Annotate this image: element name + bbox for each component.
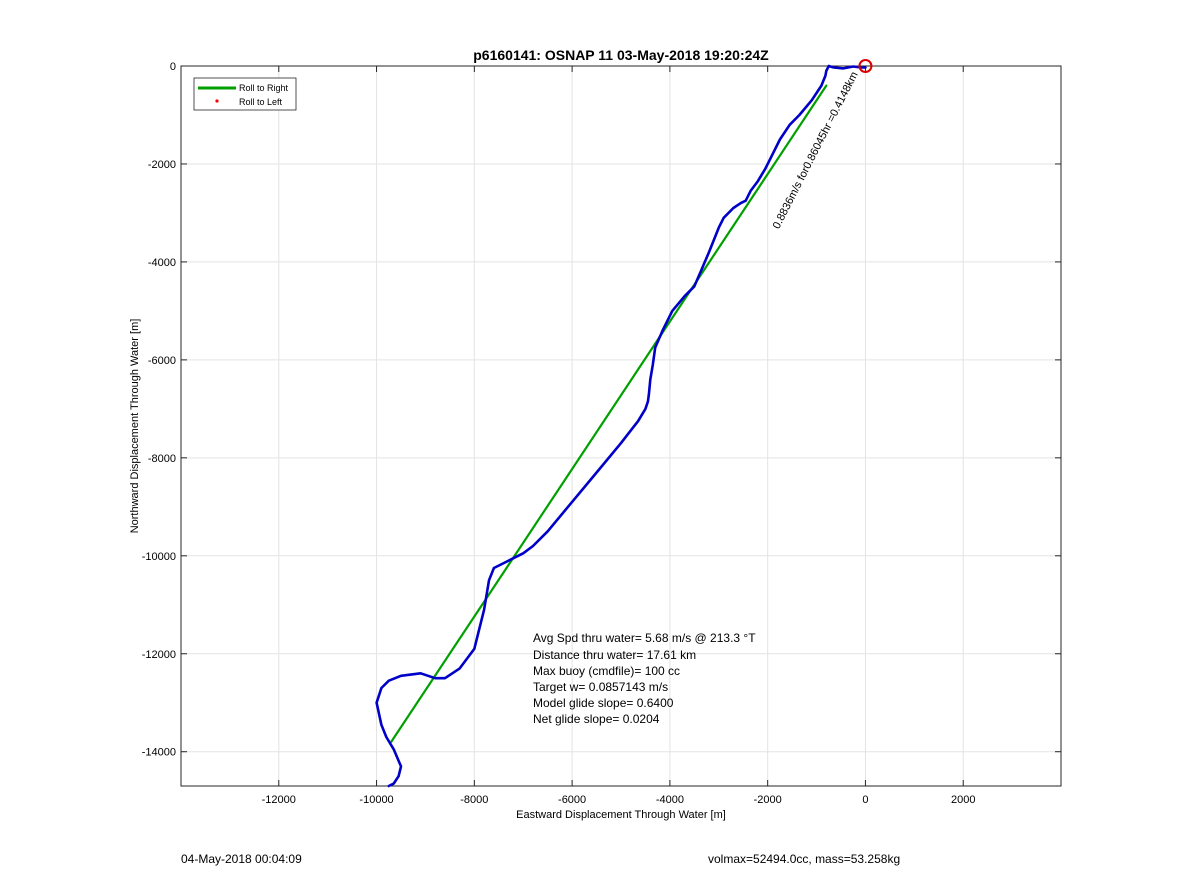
stat-model-glide: Model glide slope= 0.6400 bbox=[533, 696, 674, 710]
marker-group bbox=[858, 59, 873, 73]
footer-date: 04-May-2018 00:04:09 bbox=[181, 852, 302, 866]
x-tick-label: -2000 bbox=[754, 794, 782, 806]
chart-title: p6160141: OSNAP 11 03-May-2018 19:20:24Z bbox=[473, 47, 769, 63]
stat-max-buoy: Max buoy (cmdfile)= 100 cc bbox=[533, 664, 680, 678]
series-track-line bbox=[375, 64, 867, 788]
legend-label-roll-left: Roll to Left bbox=[239, 97, 283, 107]
x-tick-label: 2000 bbox=[951, 794, 975, 806]
stat-avg-speed: Avg Spd thru water= 5.68 m/s @ 213.3 °T bbox=[533, 631, 756, 645]
y-tick-label: -2000 bbox=[148, 159, 176, 171]
stats-annotation: Avg Spd thru water= 5.68 m/s @ 213.3 °T … bbox=[533, 631, 756, 726]
series-group bbox=[375, 64, 867, 788]
x-tick-label: -8000 bbox=[460, 794, 488, 806]
footer-volmax: volmax=52494.0cc, mass=53.258kg bbox=[708, 852, 901, 866]
stat-net-glide: Net glide slope= 0.0204 bbox=[533, 712, 660, 726]
x-tick-label: -12000 bbox=[262, 794, 296, 806]
x-tick-label: -6000 bbox=[558, 794, 586, 806]
legend: Roll to Right Roll to Left bbox=[193, 77, 297, 111]
stat-target-w: Target w= 0.0857143 m/s bbox=[533, 680, 668, 694]
y-axis-label: Northward Displacement Through Water [m] bbox=[129, 319, 141, 534]
x-axis-label: Eastward Displacement Through Water [m] bbox=[516, 809, 726, 821]
y-tick-label: -10000 bbox=[142, 551, 176, 563]
plot-area bbox=[180, 65, 1062, 787]
end-position-marker bbox=[858, 59, 873, 73]
grid-lines bbox=[181, 65, 1061, 786]
y-tick-label: -8000 bbox=[148, 453, 176, 465]
x-tick-label: -10000 bbox=[359, 794, 393, 806]
y-tick-label: -4000 bbox=[148, 257, 176, 269]
axis-ticks: -12000 -10000 -8000 -6000 -4000 -2000 0 2000 0 -2… bbox=[142, 61, 1061, 806]
x-tick-label: 0 bbox=[862, 794, 868, 806]
y-tick-label: -12000 bbox=[142, 649, 176, 661]
legend-swatch-roll-left bbox=[215, 99, 219, 103]
y-tick-label: -6000 bbox=[148, 355, 176, 367]
legend-label-roll-right: Roll to Right bbox=[239, 83, 289, 93]
y-tick-label: 0 bbox=[170, 61, 176, 73]
x-tick-label: -4000 bbox=[656, 794, 684, 806]
series-roll-to-right-line bbox=[390, 84, 828, 744]
legend-box bbox=[193, 77, 297, 111]
stat-distance: Distance thru water= 17.61 km bbox=[533, 648, 696, 662]
y-tick-label: -14000 bbox=[142, 747, 176, 759]
